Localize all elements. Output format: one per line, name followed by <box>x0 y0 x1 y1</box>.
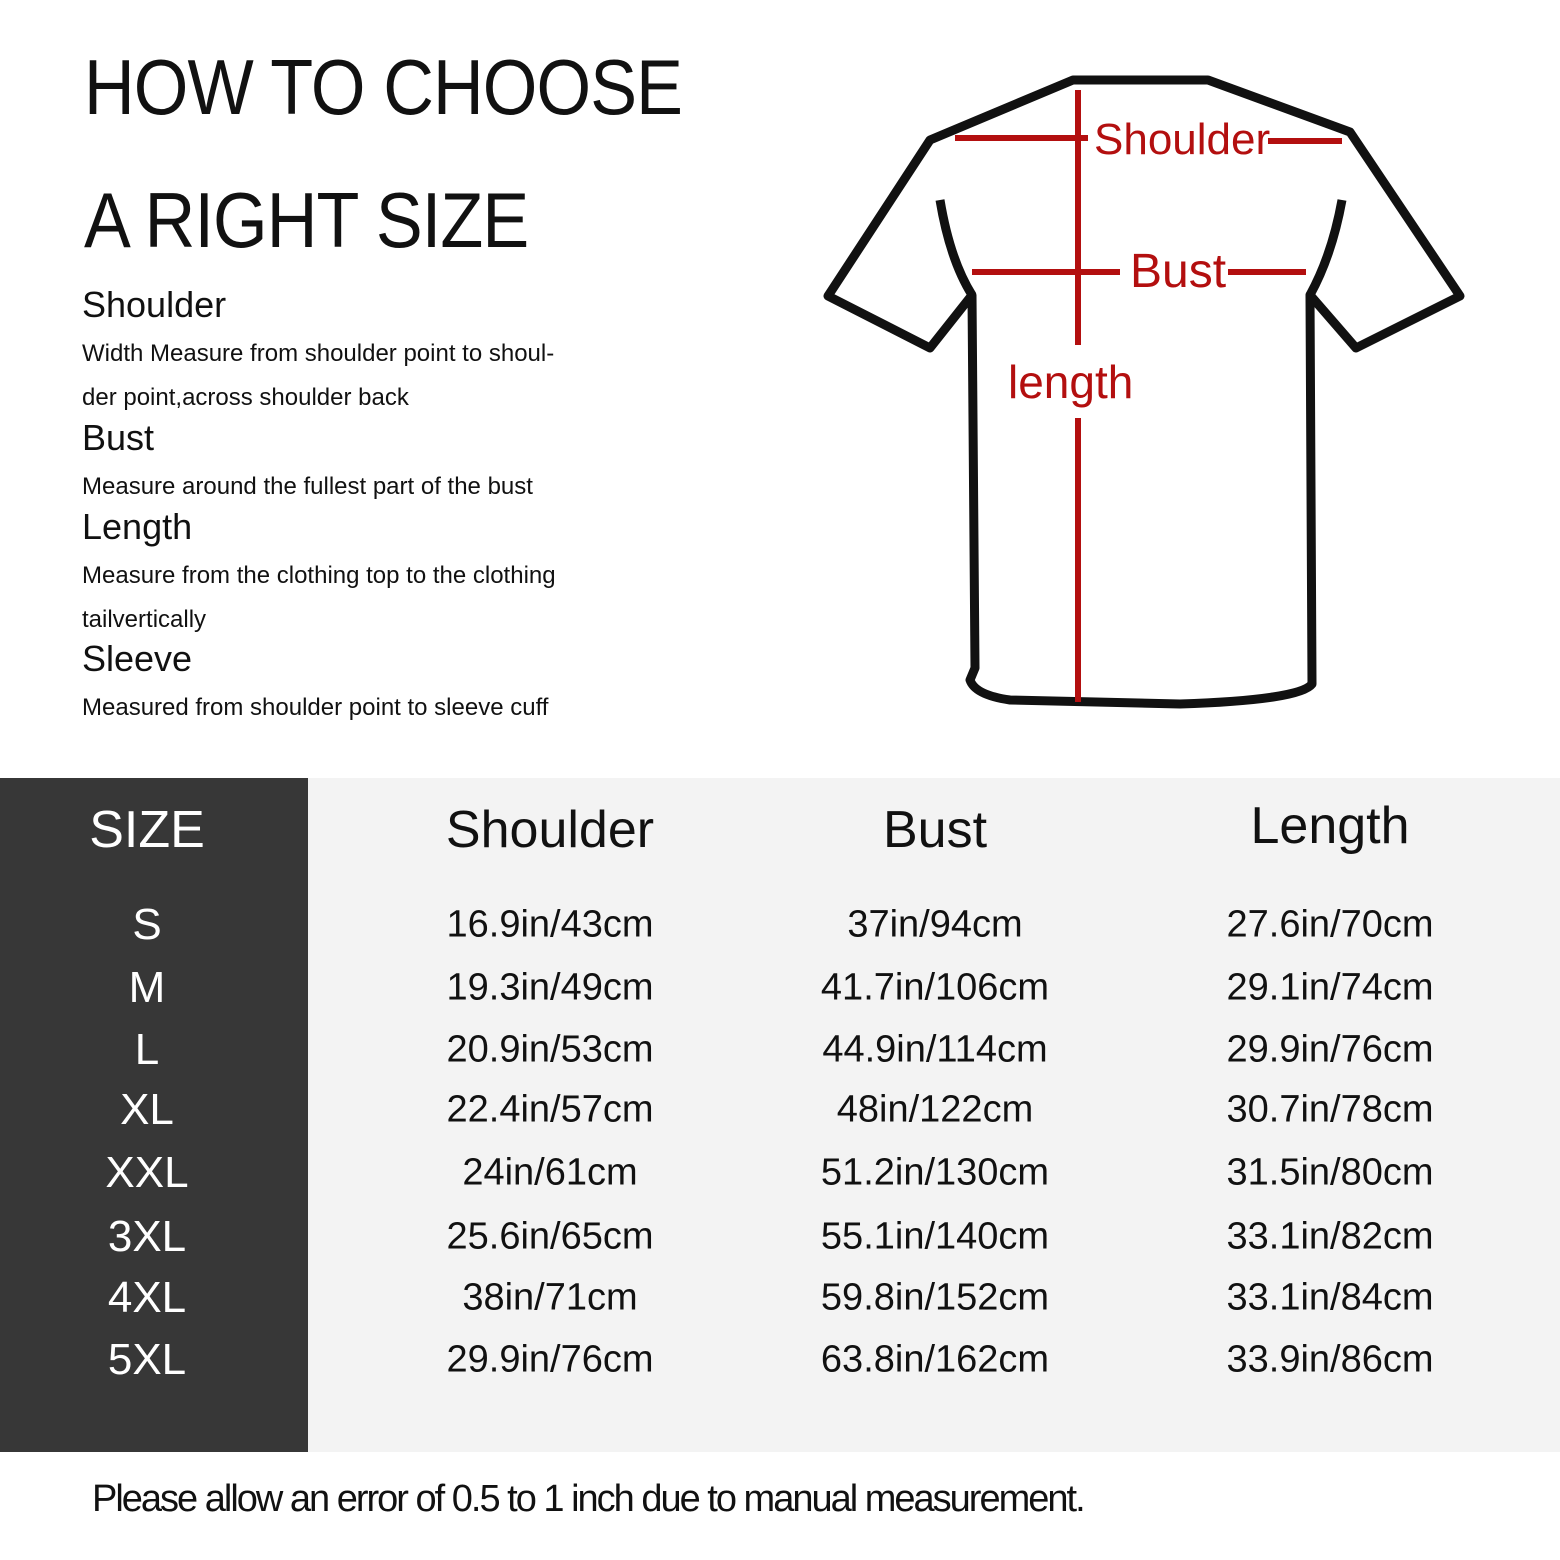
title-line-2: A RIGHT SIZE <box>84 176 529 264</box>
bust-label: Bust <box>1130 245 1226 298</box>
table-cell: 33.1in/82cm <box>1226 1215 1434 1258</box>
measure-lines <box>955 90 1342 702</box>
table-cell: 27.6in/70cm <box>1226 903 1434 946</box>
table-cell: 29.9in/76cm <box>1226 1028 1434 1071</box>
table-cell: 44.9in/114cm <box>822 1028 1048 1071</box>
table-cell: 22.4in/57cm <box>446 1088 654 1131</box>
table-cell: 41.7in/106cm <box>820 966 1050 1009</box>
table-header-bust: Bust <box>882 801 988 859</box>
guide-heading-length: Length <box>82 506 193 547</box>
shoulder-label: Shoulder <box>1094 115 1270 164</box>
table-cell: 48in/122cm <box>836 1088 1034 1131</box>
measurement-note: Please allow an error of 0.5 to 1 inch d… <box>92 1478 1086 1520</box>
size-label: S <box>132 900 162 949</box>
table-cell: 63.8in/162cm <box>820 1338 1050 1381</box>
guide-text: tailvertically <box>82 606 207 633</box>
size-label: 3XL <box>107 1212 187 1261</box>
table-cell: 31.5in/80cm <box>1226 1151 1434 1194</box>
table-cell: 38in/71cm <box>462 1276 638 1319</box>
size-column <box>0 778 308 1452</box>
title-line-1: HOW TO CHOOSE <box>84 43 683 131</box>
guide-text: Measure around the fullest part of the b… <box>82 473 533 500</box>
table-header-shoulder: Shoulder <box>445 801 655 859</box>
table-cell: 59.8in/152cm <box>820 1276 1050 1319</box>
guide-heading-shoulder: Shoulder <box>82 284 227 325</box>
table-header-length: Length <box>1250 797 1410 855</box>
table-cell: 55.1in/140cm <box>820 1215 1050 1258</box>
tshirt-outline <box>823 75 1465 709</box>
guide-heading-sleeve: Sleeve <box>82 638 193 679</box>
guide-text: Measure from the clothing top to the clo… <box>82 562 556 589</box>
table-cell: 20.9in/53cm <box>446 1028 654 1071</box>
table-cell: 19.3in/49cm <box>446 966 654 1009</box>
table-cell: 51.2in/130cm <box>820 1151 1050 1194</box>
table-cell: 30.7in/78cm <box>1226 1088 1434 1131</box>
table-cell: 29.1in/74cm <box>1226 966 1434 1009</box>
table-cell: 25.6in/65cm <box>446 1215 654 1258</box>
guide-heading-bust: Bust <box>82 417 155 458</box>
size-label: L <box>134 1025 160 1074</box>
guide-text: Width Measure from shoulder point to sho… <box>82 340 555 367</box>
length-label: length <box>1008 356 1133 408</box>
table-cell: 24in/61cm <box>462 1151 638 1194</box>
table-cell: 16.9in/43cm <box>446 903 654 946</box>
guide-text: der point,across shoulder back <box>82 384 409 411</box>
table-cell: 33.9in/86cm <box>1226 1338 1434 1381</box>
guide-text: Measured from shoulder point to sleeve c… <box>82 694 549 721</box>
size-label: XXL <box>105 1148 189 1197</box>
table-cell: 29.9in/76cm <box>446 1338 654 1381</box>
size-label: M <box>128 963 166 1012</box>
tshirt-diagram: Shoulder Bust length <box>823 75 1465 709</box>
size-label: 5XL <box>107 1335 187 1384</box>
table-header-size: SIZE <box>89 801 205 859</box>
size-label: XL <box>120 1085 174 1134</box>
table-cell: 33.1in/84cm <box>1226 1276 1434 1319</box>
size-label: 4XL <box>107 1273 187 1322</box>
table-cell: 37in/94cm <box>847 903 1023 946</box>
